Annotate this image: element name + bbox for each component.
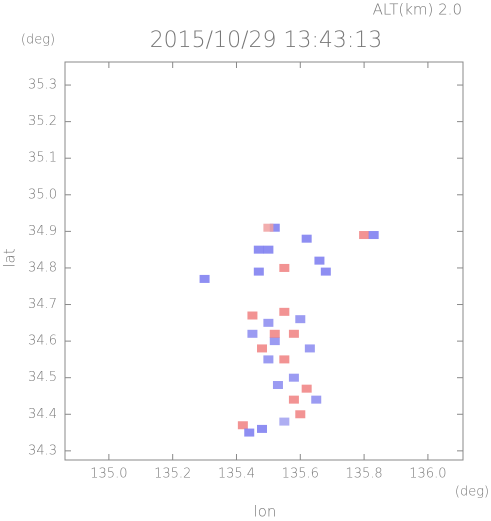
echo-point [199, 274, 210, 283]
y-axis-label: lat [1, 248, 19, 267]
y-tick-label: 34.6 [28, 334, 57, 349]
echo-point [359, 231, 370, 240]
echo-point [247, 329, 258, 338]
y-unit: (deg) [21, 33, 55, 48]
y-tick-label: 34.5 [28, 370, 57, 385]
echo-point [301, 384, 312, 393]
echo-point [288, 395, 299, 404]
echo-point [257, 424, 268, 433]
chart-title: 2015/10/29 13:43:13 [150, 28, 383, 53]
echo-point [311, 395, 322, 404]
echo-point [247, 311, 258, 320]
echo-point [237, 421, 248, 430]
echo-point [295, 315, 306, 324]
plot-frame [64, 61, 464, 461]
echo-point [314, 256, 325, 265]
echo-point [301, 234, 312, 243]
x-tick-label: 135.0 [90, 467, 127, 482]
y-tick-label: 34.9 [28, 224, 57, 239]
y-tick-label: 35.1 [28, 151, 57, 166]
x-tick-label: 135.2 [154, 467, 191, 482]
echo-point [272, 381, 283, 390]
x-tick-label: 136.0 [409, 467, 446, 482]
echo-point [244, 428, 255, 437]
y-tick-label: 35.3 [28, 78, 57, 93]
echo-point [279, 417, 290, 426]
echo-point [269, 337, 280, 346]
echo-point [288, 329, 299, 338]
echo-point [295, 410, 306, 419]
echo-point [253, 245, 264, 254]
echo-point [263, 245, 274, 254]
echo-point [279, 307, 290, 316]
y-tick-label: 34.3 [28, 443, 57, 458]
x-tick-label: 135.8 [345, 467, 382, 482]
x-tick-label: 135.6 [282, 467, 319, 482]
altitude-label: ALT(km) 2.0 [373, 1, 462, 19]
echo-point [257, 344, 268, 353]
x-axis-label: lon [254, 503, 277, 521]
echo-point [320, 267, 331, 276]
echo-point [269, 329, 280, 338]
x-tick-label: 135.4 [218, 467, 255, 482]
y-tick-label: 35.2 [28, 114, 57, 129]
echo-point [253, 267, 264, 276]
echo-point [263, 223, 274, 232]
y-tick-label: 35.0 [28, 187, 57, 202]
echo-point [304, 344, 315, 353]
echo-point [263, 318, 274, 327]
echo-point [368, 231, 379, 240]
y-tick-label: 34.4 [28, 407, 57, 422]
echo-point [269, 223, 280, 232]
echo-point [263, 355, 274, 364]
echo-point [279, 355, 290, 364]
y-tick-label: 34.8 [28, 260, 57, 275]
echo-point [288, 373, 299, 382]
x-unit: (deg) [455, 485, 489, 500]
y-tick-label: 34.7 [28, 297, 57, 312]
echo-point [279, 263, 290, 272]
